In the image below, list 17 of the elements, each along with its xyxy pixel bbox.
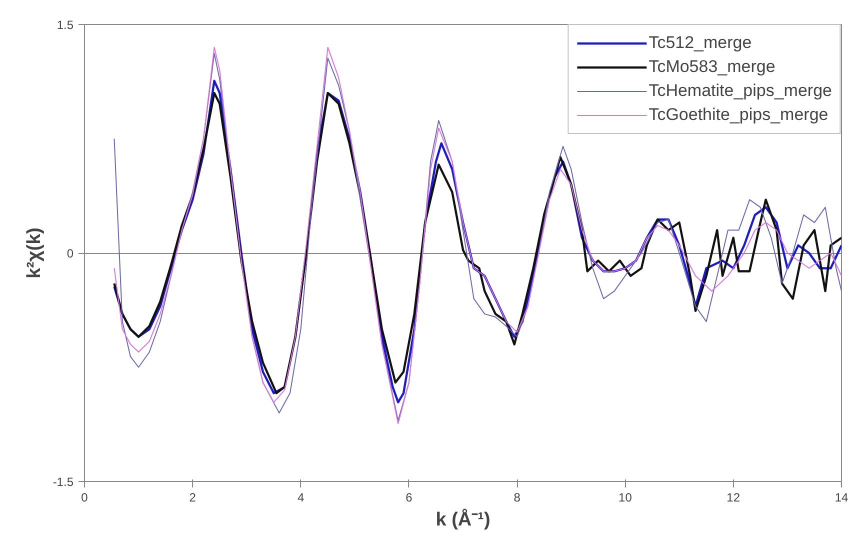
x-tick-label: 12 xyxy=(726,490,740,504)
x-tick-label: 14 xyxy=(834,490,848,504)
legend-label: TcMo583_merge xyxy=(648,57,776,77)
x-tick-label: 10 xyxy=(618,490,632,504)
legend-label: Tc512_merge xyxy=(648,33,752,53)
y-axis-title: k²χ(k) xyxy=(24,227,45,279)
x-tick-label: 6 xyxy=(406,490,413,504)
y-tick-label: 0 xyxy=(66,246,74,260)
x-tick-label: 4 xyxy=(297,490,304,504)
x-tick-label: 8 xyxy=(514,490,521,504)
x-tick-label: 0 xyxy=(81,490,88,504)
legend-label: TcHematite_pips_merge xyxy=(648,81,832,101)
y-tick-label: -1.5 xyxy=(52,475,74,489)
legend-label: TcGoethite_pips_merge xyxy=(648,105,828,125)
x-tick-label: 2 xyxy=(189,490,196,504)
x-axis-title: k (Å⁻¹) xyxy=(436,508,490,530)
y-tick-label: 1.5 xyxy=(56,18,74,32)
